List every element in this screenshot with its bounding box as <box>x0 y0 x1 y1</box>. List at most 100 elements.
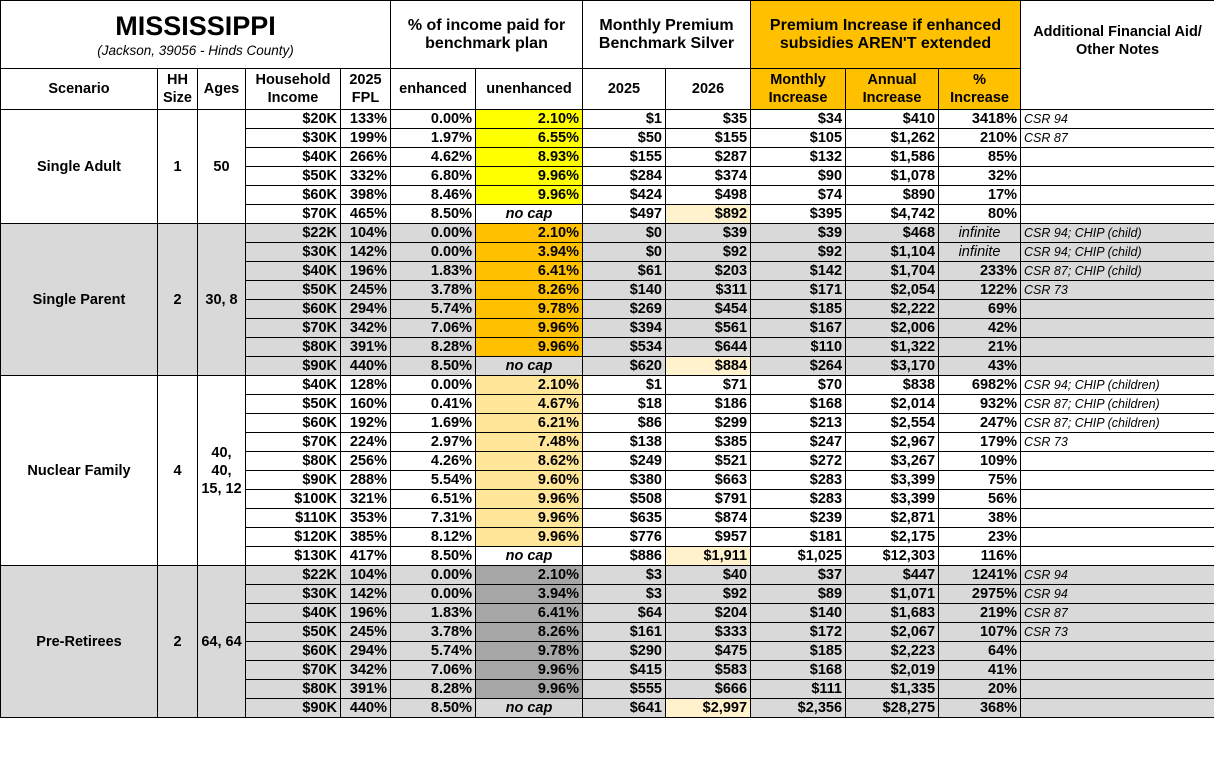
monthly-increase-cell: $110 <box>750 337 847 357</box>
monthly-increase-cell: $168 <box>750 660 847 680</box>
pct-income-header: % of income paid for benchmark plan <box>390 0 583 69</box>
monthly-increase-cell: $395 <box>750 204 847 224</box>
annual-increase-cell: $2,222 <box>845 299 940 319</box>
premium-2026-cell: $92 <box>664 584 752 604</box>
col-pct-increase: % Increase <box>938 68 1022 110</box>
fpl-cell: 256% <box>340 451 391 471</box>
fpl-cell: 192% <box>340 413 391 433</box>
table-row: $90K 440% 8.50% no cap $620 $884 $264 $3,170 43% <box>1 356 1214 376</box>
table-row: $60K 398% 8.46% 9.96% $424 $498 $74 $890 17% <box>1 185 1214 205</box>
income-cell: $50K <box>245 166 341 186</box>
annual-increase-cell: $838 <box>845 375 940 395</box>
fpl-cell: 385% <box>340 527 391 547</box>
premium-2026-cell: $203 <box>664 261 752 281</box>
table-row: $40K 196% 1.83% 6.41% $64 $204 $140 $1,683 219% C… <box>1 603 1214 623</box>
premium-2025-cell: $0 <box>582 223 666 243</box>
annual-increase-cell: $1,704 <box>845 261 940 281</box>
premium-2026-cell: $666 <box>664 679 752 699</box>
fpl-cell: 288% <box>340 470 391 490</box>
fpl-cell: 160% <box>340 394 391 414</box>
pct-increase-cell: 3418% <box>938 109 1022 129</box>
unenhanced-cell: 9.96% <box>475 679 583 699</box>
income-cell: $70K <box>245 204 341 224</box>
premium-2025-cell: $61 <box>582 261 666 281</box>
fpl-cell: 353% <box>340 508 391 528</box>
enhanced-cell: 8.28% <box>390 679 476 699</box>
enhanced-cell: 3.78% <box>390 280 476 300</box>
scenario-cell: Single Parent <box>0 223 158 376</box>
income-cell: $80K <box>245 337 341 357</box>
col-hh-size: HH Size <box>157 68 198 110</box>
ages-cell: 40, 40, 15, 12 <box>197 375 246 566</box>
unenhanced-cell: 8.26% <box>475 622 583 642</box>
col-income: Household Income <box>245 68 341 110</box>
annual-increase-cell: $2,554 <box>845 413 940 433</box>
income-cell: $60K <box>245 413 341 433</box>
enhanced-cell: 8.50% <box>390 356 476 376</box>
annual-increase-cell: $1,071 <box>845 584 940 604</box>
unenhanced-cell: 3.94% <box>475 584 583 604</box>
fpl-cell: 245% <box>340 280 391 300</box>
monthly-premium-header: Monthly Premium Benchmark Silver <box>581 0 752 69</box>
table-row: $120K 385% 8.12% 9.96% $776 $957 $181 $2,175 23% <box>1 527 1214 547</box>
monthly-increase-cell: $37 <box>750 565 847 585</box>
premium-increase-header: Premium Increase if enhanced subsidies A… <box>750 0 1022 69</box>
enhanced-cell: 1.83% <box>390 261 476 281</box>
enhanced-cell: 1.83% <box>390 603 476 623</box>
annual-increase-cell: $28,275 <box>845 698 940 718</box>
annual-increase-cell: $1,104 <box>845 242 940 262</box>
enhanced-cell: 6.51% <box>390 489 476 509</box>
table-row: $100K 321% 6.51% 9.96% $508 $791 $283 $3,399 56% <box>1 489 1214 509</box>
monthly-increase-cell: $264 <box>750 356 847 376</box>
unenhanced-cell: 7.48% <box>475 432 583 452</box>
fpl-cell: 391% <box>340 679 391 699</box>
annual-increase-cell: $447 <box>845 565 940 585</box>
monthly-increase-cell: $181 <box>750 527 847 547</box>
fpl-cell: 465% <box>340 204 391 224</box>
monthly-increase-cell: $89 <box>750 584 847 604</box>
note-cell: CSR 87; CHIP (children) <box>1020 413 1214 433</box>
enhanced-cell: 0.00% <box>390 109 476 129</box>
monthly-increase-cell: $74 <box>750 185 847 205</box>
monthly-increase-cell: $239 <box>750 508 847 528</box>
premium-2025-cell: $508 <box>582 489 666 509</box>
income-cell: $40K <box>245 375 341 395</box>
fpl-cell: 321% <box>340 489 391 509</box>
fpl-cell: 128% <box>340 375 391 395</box>
premium-2026-cell: $71 <box>664 375 752 395</box>
table-row: $50K 160% 0.41% 4.67% $18 $186 $168 $2,014 932% C… <box>1 394 1214 414</box>
hh-size-cell: 2 <box>157 565 198 718</box>
pct-increase-cell: 69% <box>938 299 1022 319</box>
enhanced-cell: 0.00% <box>390 375 476 395</box>
enhanced-cell: 8.50% <box>390 546 476 566</box>
premium-2025-cell: $776 <box>582 527 666 547</box>
note-cell <box>1020 185 1214 205</box>
monthly-increase-cell: $167 <box>750 318 847 338</box>
fpl-cell: 196% <box>340 261 391 281</box>
enhanced-cell: 1.69% <box>390 413 476 433</box>
enhanced-cell: 8.46% <box>390 185 476 205</box>
table-row: $110K 353% 7.31% 9.96% $635 $874 $239 $2,871 38% <box>1 508 1214 528</box>
premium-2025-cell: $161 <box>582 622 666 642</box>
note-cell <box>1020 356 1214 376</box>
note-cell: CSR 73 <box>1020 432 1214 452</box>
income-cell: $40K <box>245 147 341 167</box>
income-cell: $110K <box>245 508 341 528</box>
premium-2026-cell: $583 <box>664 660 752 680</box>
annual-increase-cell: $2,054 <box>845 280 940 300</box>
premium-2025-cell: $555 <box>582 679 666 699</box>
premium-2025-cell: $1 <box>582 375 666 395</box>
premium-2025-cell: $620 <box>582 356 666 376</box>
note-cell <box>1020 641 1214 661</box>
note-cell: CSR 87; CHIP (child) <box>1020 261 1214 281</box>
pct-increase-cell: 2975% <box>938 584 1022 604</box>
annual-increase-cell: $12,303 <box>845 546 940 566</box>
premium-2025-cell: $394 <box>582 318 666 338</box>
monthly-increase-cell: $140 <box>750 603 847 623</box>
premium-2026-cell: $299 <box>664 413 752 433</box>
premium-2025-cell: $284 <box>582 166 666 186</box>
table-row: $80K 391% 8.28% 9.96% $555 $666 $111 $1,335 20% <box>1 679 1214 699</box>
pct-increase-cell: 43% <box>938 356 1022 376</box>
premium-2025-cell: $269 <box>582 299 666 319</box>
monthly-increase-cell: $168 <box>750 394 847 414</box>
